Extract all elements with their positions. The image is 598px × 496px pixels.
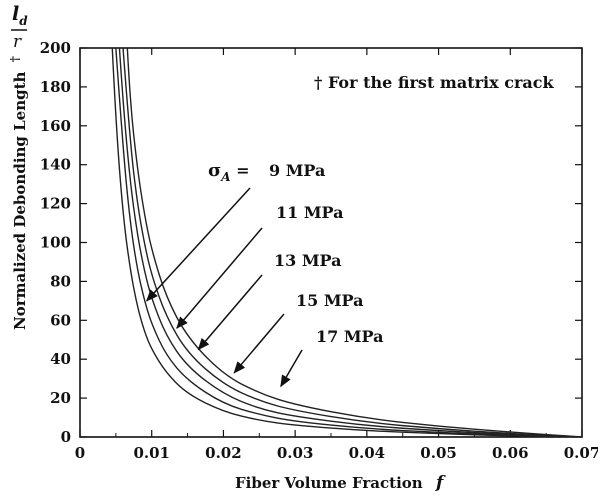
y-axis-label-text: Normalized Debonding Length bbox=[11, 71, 29, 330]
x-tick-label: 0.01 bbox=[133, 444, 170, 462]
y-tick-label: 60 bbox=[50, 311, 71, 329]
y-axis-label: Normalized Debonding Length † bbox=[8, 56, 29, 330]
x-axis-label: Fiber Volume Fraction f bbox=[235, 473, 446, 493]
series-line bbox=[118, 47, 568, 438]
plot-axes: 0 0.01 0.02 0.03 0.04 0.05 0.06 0.07 0 20 40 60 80 10… bbox=[40, 39, 598, 462]
plot-curves bbox=[111, 47, 583, 438]
series-arrow bbox=[280, 349, 303, 388]
series-label: 9 MPa bbox=[269, 161, 325, 180]
series-label: 11 MPa bbox=[276, 203, 344, 222]
x-tick-label: 0.06 bbox=[492, 444, 529, 462]
x-axis-label-text: Fiber Volume Fraction bbox=[235, 474, 423, 492]
sigma-subscript: A bbox=[220, 170, 230, 184]
series-arrow bbox=[233, 313, 285, 374]
series-arrow bbox=[197, 274, 263, 351]
sigma-symbol: σ bbox=[208, 160, 221, 181]
x-tick-label: 0.05 bbox=[420, 444, 457, 462]
series-label: 17 MPa bbox=[316, 327, 384, 346]
x-tick-label: 0.07 bbox=[564, 444, 598, 462]
footnote: † For the first matrix crack bbox=[314, 73, 554, 92]
series-line bbox=[111, 47, 554, 438]
y-axis-label-mark: † bbox=[8, 56, 22, 62]
series-arrow bbox=[176, 227, 263, 329]
x-tick-label: 0.04 bbox=[349, 444, 386, 462]
ylabel-symbol-den: r bbox=[13, 32, 22, 52]
ylabel-symbol-sub: d bbox=[19, 14, 28, 28]
svg-text:ld: ld bbox=[12, 3, 28, 28]
x-axis-label-symbol: f bbox=[435, 473, 446, 493]
y-tick-label: 160 bbox=[40, 117, 71, 135]
series-line bbox=[115, 47, 561, 438]
sigma-label: σA = bbox=[208, 160, 250, 184]
y-tick-label: 80 bbox=[50, 272, 71, 290]
y-tick-label: 180 bbox=[40, 78, 71, 96]
y-tick-label: 200 bbox=[40, 39, 71, 57]
y-tick-label: 140 bbox=[40, 156, 71, 174]
ylabel-symbol: ld r bbox=[11, 3, 28, 52]
series-arrow bbox=[146, 187, 251, 302]
x-tick-label: 0.02 bbox=[205, 444, 242, 462]
y-tick-label: 0 bbox=[61, 428, 71, 446]
y-tick-label: 100 bbox=[40, 234, 71, 252]
y-tick-label: 20 bbox=[50, 389, 71, 407]
series-line bbox=[126, 47, 583, 438]
y-tick-label: 120 bbox=[40, 195, 71, 213]
series-line bbox=[122, 47, 575, 438]
series-label: 15 MPa bbox=[296, 291, 364, 310]
series-labels: σA = 9 MPa 11 MPa 13 MPa 15 MPa 17 MPa bbox=[208, 160, 384, 346]
y-tick-label: 40 bbox=[50, 350, 71, 368]
x-tick-label: 0.03 bbox=[277, 444, 314, 462]
ylabel-symbol-num: l bbox=[12, 3, 19, 25]
plot-frame bbox=[79, 47, 583, 438]
sigma-equals: = bbox=[231, 161, 250, 180]
x-tick-label: 0 bbox=[75, 444, 85, 462]
series-arrows bbox=[146, 187, 303, 388]
series-label: 13 MPa bbox=[274, 251, 342, 270]
